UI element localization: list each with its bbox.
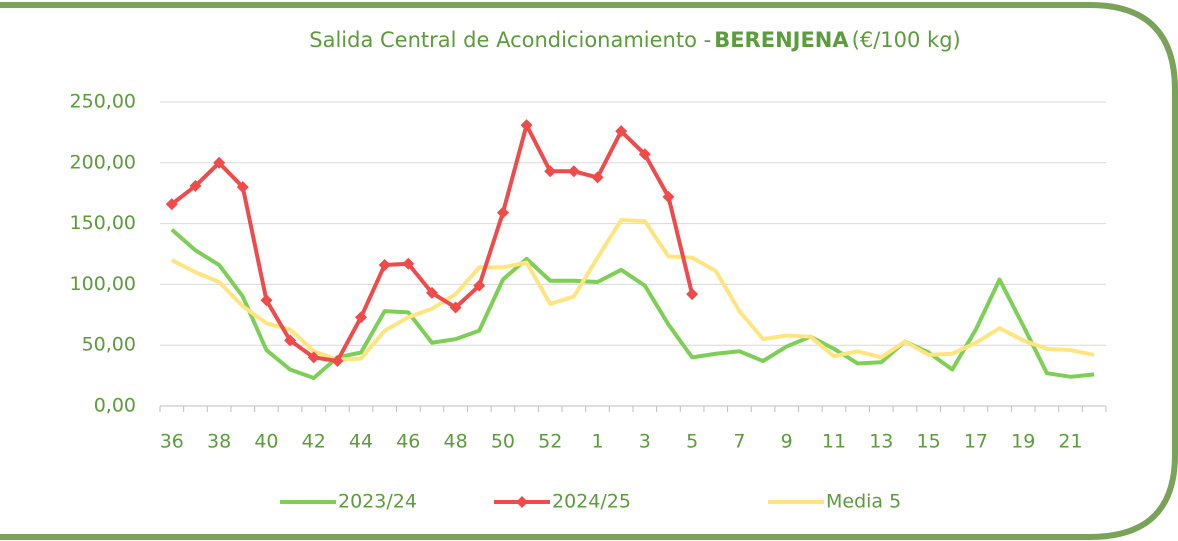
x-tick-label: 19 [1011, 431, 1035, 453]
x-tick-label: 44 [349, 431, 373, 453]
legend-marker [516, 496, 528, 508]
x-tick-label: 40 [254, 431, 278, 453]
title-unit: (€/100 kg) [851, 28, 961, 52]
x-tick-label: 42 [302, 431, 326, 453]
y-tick-label: 0,00 [94, 395, 136, 417]
data-point [615, 125, 628, 138]
x-tick-label: 7 [733, 431, 745, 453]
title-emphasis: BERENJENA [714, 28, 849, 52]
data-point [520, 119, 533, 132]
data-point [236, 181, 249, 194]
x-tick-label: 9 [781, 431, 793, 453]
data-point [165, 198, 178, 211]
data-point [355, 311, 368, 324]
x-tick-label: 17 [964, 431, 988, 453]
series-line [170, 228, 1095, 381]
y-tick-label: 100,00 [70, 273, 136, 295]
y-tick-label: 50,00 [82, 334, 136, 356]
x-tick-label: 3 [639, 431, 651, 453]
data-point [567, 165, 580, 178]
data-point [544, 165, 557, 178]
data-point [402, 257, 415, 270]
data-point [638, 148, 651, 161]
data-point [260, 294, 273, 307]
x-tick-label: 36 [160, 431, 184, 453]
x-tick-label: 50 [491, 431, 515, 453]
x-tick-label: 48 [444, 431, 468, 453]
legend-label: Media 5 [826, 491, 901, 513]
x-tick-label: 21 [1058, 431, 1082, 453]
x-tick-label: 1 [591, 431, 603, 453]
y-tick-label: 250,00 [70, 91, 136, 113]
x-tick-label: 46 [396, 431, 420, 453]
data-point [473, 279, 486, 292]
x-tick-label: 11 [822, 431, 846, 453]
x-tick-label: 5 [686, 431, 698, 453]
data-point [591, 171, 604, 184]
data-point [662, 190, 675, 203]
data-point [189, 179, 202, 192]
data-point [213, 156, 226, 169]
y-tick-label: 200,00 [70, 151, 136, 173]
data-point [425, 286, 438, 299]
series-line [170, 123, 695, 364]
legend-label: 2024/25 [552, 491, 631, 513]
x-tick-label: 13 [869, 431, 893, 453]
x-tick-label: 15 [917, 431, 941, 453]
x-tick-label: 38 [207, 431, 231, 453]
data-point [449, 301, 462, 314]
data-point [686, 288, 699, 301]
legend-label: 2023/24 [338, 491, 417, 513]
data-point [496, 206, 509, 219]
data-point [284, 334, 297, 347]
data-point [378, 258, 391, 271]
chart-title: Salida Central de Acondicionamiento - BER… [0, 28, 1178, 52]
y-tick-label: 150,00 [70, 212, 136, 234]
data-point [307, 351, 320, 364]
x-tick-label: 52 [538, 431, 562, 453]
series-line [170, 217, 1095, 362]
title-text: Salida Central de Acondicionamiento - [309, 28, 712, 52]
data-point [331, 355, 344, 368]
